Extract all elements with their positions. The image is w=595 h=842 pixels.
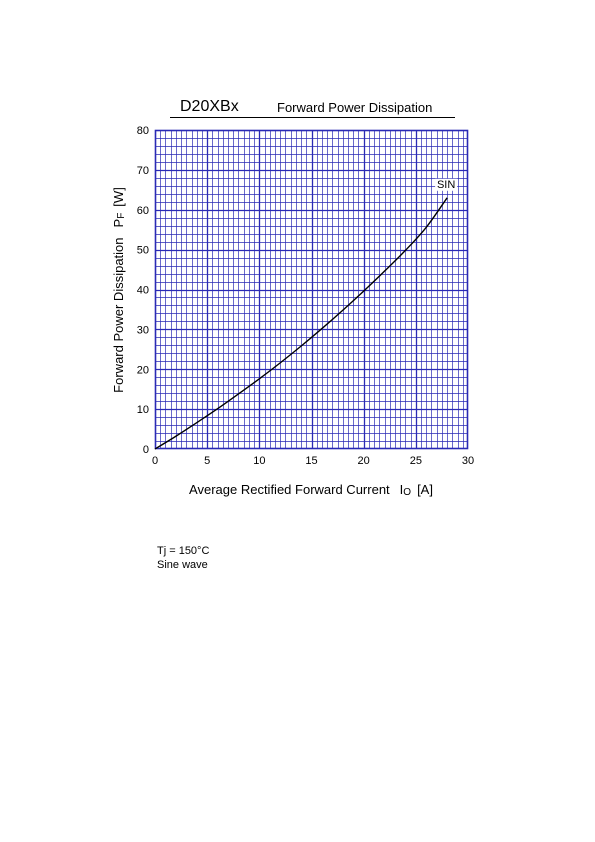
x-tick-label: 20 <box>358 455 370 467</box>
series-label: SIN <box>437 179 455 191</box>
chart-header: D20XBx Forward Power Dissipation <box>170 98 455 118</box>
y-tick-label: 30 <box>137 324 149 336</box>
y-tick-label: 40 <box>137 285 149 297</box>
x-tick-label: 0 <box>152 455 158 467</box>
x-tick-label: 5 <box>204 455 210 467</box>
series-label-background <box>435 178 458 191</box>
x-tick-label: 25 <box>410 455 422 467</box>
grid <box>154 129 469 450</box>
x-axis-subscript: O <box>403 487 411 498</box>
x-axis-label: Average Rectified Forward Current <box>189 482 390 497</box>
y-axis-label: Forward Power Dissipation <box>111 237 126 392</box>
y-tick-label: 20 <box>137 364 149 376</box>
series-layer: SIN <box>154 178 458 450</box>
temperature-condition: Tj = 150°C <box>157 545 210 557</box>
x-axis-symbol: I <box>400 482 404 497</box>
y-tick-label: 60 <box>137 205 149 217</box>
y-axis-title: Forward Power Dissipation PF [W] <box>111 187 127 393</box>
part-number: D20XBx <box>180 98 239 115</box>
waveform-condition: Sine wave <box>157 559 208 571</box>
x-axis-title: Average Rectified Forward Current IO [A] <box>189 482 433 498</box>
x-tick-label: 15 <box>305 455 317 467</box>
y-tick-label: 0 <box>143 444 149 456</box>
chart-title: Forward Power Dissipation <box>277 100 432 115</box>
x-axis-unit: [A] <box>417 482 433 497</box>
x-tick-label: 30 <box>462 455 474 467</box>
y-axis-unit: [W] <box>111 187 126 207</box>
tick-labels: 0 5 10 15 20 25 30 0 10 20 30 40 50 60 70 80 <box>137 125 474 467</box>
y-tick-label: 70 <box>137 165 149 177</box>
x-tick-label: 10 <box>253 455 265 467</box>
y-tick-label: 10 <box>137 404 149 416</box>
y-axis-subscript: F <box>116 213 127 219</box>
plot-frame <box>154 129 469 450</box>
y-tick-label: 80 <box>137 125 149 137</box>
series-line-sin <box>154 197 448 450</box>
test-conditions: Tj = 150°C Sine wave <box>157 544 209 572</box>
y-tick-label: 50 <box>137 245 149 257</box>
y-axis-symbol: P <box>111 219 126 228</box>
